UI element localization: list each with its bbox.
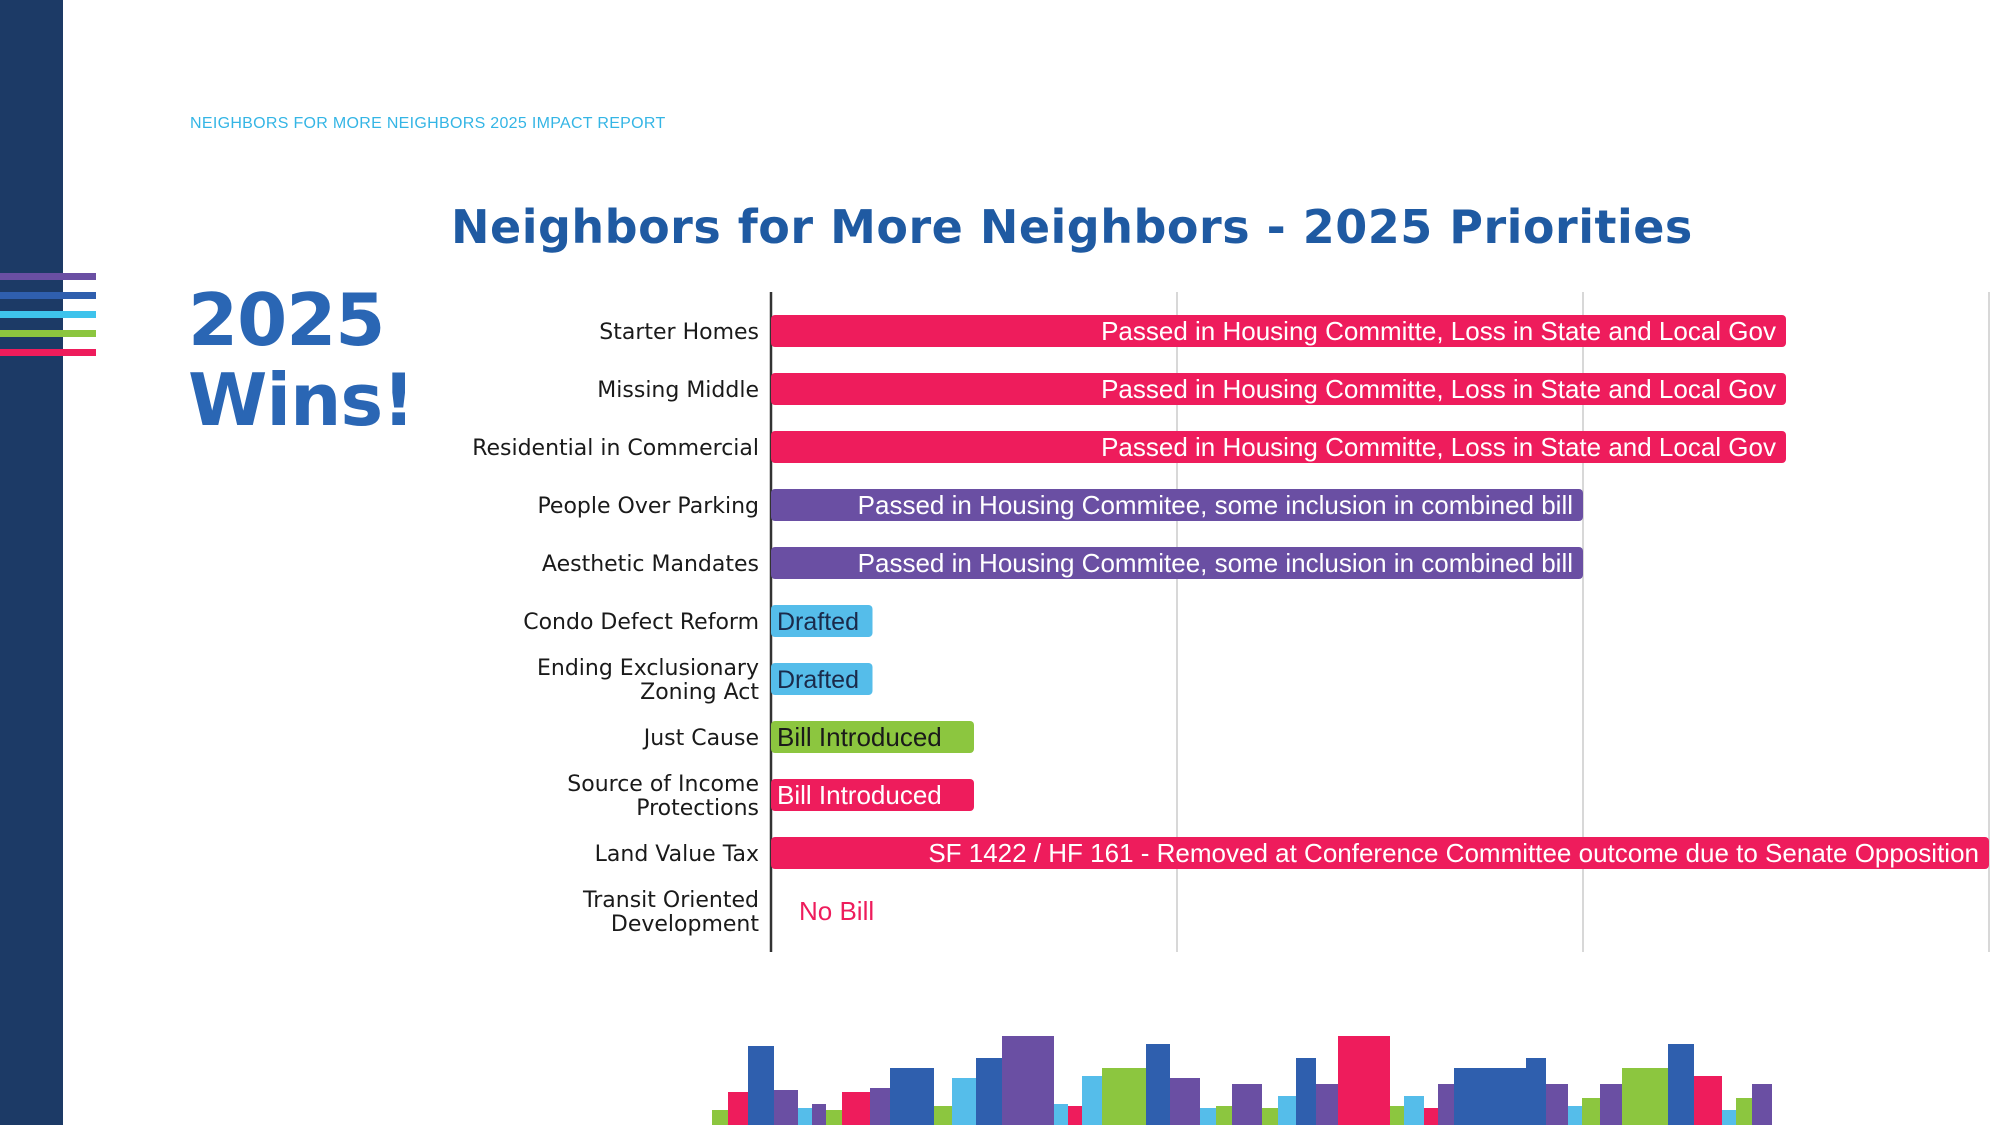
skyline-building: [934, 1106, 952, 1125]
skyline-building: [1722, 1110, 1736, 1125]
category-label: People Over Parking: [537, 494, 759, 519]
skyline-building: [1170, 1078, 1200, 1125]
skyline-building: [1068, 1106, 1082, 1125]
data-label: Passed in Housing Commitee, some inclusi…: [858, 490, 1573, 520]
skyline-building: [812, 1104, 826, 1125]
data-label: SF 1422 / HF 161 - Removed at Conference…: [928, 838, 1979, 868]
data-label: Drafted: [777, 666, 859, 694]
skyline-building: [1582, 1098, 1600, 1125]
headline-year: 2025: [188, 278, 385, 362]
category-label: Aesthetic Mandates: [542, 552, 759, 577]
bar: [771, 663, 873, 695]
skyline-building: [1622, 1068, 1668, 1125]
data-label: Passed in Housing Commitee, some inclusi…: [858, 548, 1573, 578]
bar: [771, 837, 1989, 869]
category-label: Just Cause: [642, 726, 759, 751]
skyline-building: [976, 1058, 1002, 1125]
skyline-building: [712, 1110, 728, 1125]
bar: [771, 373, 1786, 405]
bar: [771, 605, 873, 637]
data-label: Drafted: [777, 608, 859, 636]
skyline-building: [1296, 1058, 1316, 1125]
skyline-building: [1216, 1106, 1232, 1125]
skyline-building: [1736, 1098, 1752, 1125]
data-label: Bill Introduced: [777, 722, 942, 752]
category-label: Source of Income Protections: [567, 772, 759, 821]
data-label: Passed in Housing Committe, Loss in Stat…: [1101, 432, 1776, 462]
report-header: NEIGHBORS FOR MORE NEIGHBORS 2025 IMPACT…: [190, 115, 666, 132]
decorative-stripe: [0, 349, 96, 356]
data-label: No Bill: [799, 896, 874, 926]
skyline-building: [1082, 1076, 1102, 1125]
priorities-chart: Starter Homes Passed in Housing Committe,…: [472, 292, 1990, 952]
skyline-building: [1338, 1036, 1390, 1125]
bar: [771, 489, 1583, 521]
skyline-building: [1568, 1106, 1582, 1125]
skyline-building: [1438, 1084, 1454, 1125]
skyline-building: [1390, 1106, 1404, 1125]
category-label: Ending Exclusionary Zoning Act: [537, 656, 759, 705]
category-label: Missing Middle: [597, 378, 759, 403]
skyline-building: [1454, 1068, 1526, 1125]
skyline-building: [890, 1068, 934, 1125]
data-label: Passed in Housing Committe, Loss in Stat…: [1101, 316, 1776, 346]
decorative-stripe: [0, 273, 96, 280]
skyline-building: [1600, 1084, 1622, 1125]
skyline-building: [1232, 1084, 1262, 1125]
decorative-stripe: [0, 330, 96, 337]
skyline-building: [1404, 1096, 1424, 1125]
decorative-stripe: [0, 292, 96, 299]
skyline-building: [1546, 1084, 1568, 1125]
skyline-building: [1278, 1096, 1296, 1125]
sidebar-band: [0, 0, 63, 1125]
skyline-building: [1002, 1036, 1054, 1125]
bar: [771, 431, 1786, 463]
data-label: Passed in Housing Committe, Loss in Stat…: [1101, 374, 1776, 404]
skyline-building: [728, 1092, 748, 1125]
skyline-building: [1316, 1084, 1338, 1125]
decorative-stripe: [0, 311, 96, 318]
skyline-building: [798, 1108, 812, 1125]
bar: [771, 779, 974, 811]
skyline-building: [1102, 1068, 1146, 1125]
headline-wins: Wins!: [188, 358, 415, 442]
skyline-building: [1262, 1108, 1278, 1125]
skyline-building: [1146, 1044, 1170, 1125]
category-label: Land Value Tax: [595, 842, 759, 867]
skyline-building: [1752, 1084, 1772, 1125]
skyline-building: [1424, 1108, 1438, 1125]
skyline-building: [774, 1090, 798, 1125]
skyline-building: [1200, 1108, 1216, 1125]
skyline-building: [826, 1110, 842, 1125]
skyline-building: [842, 1092, 870, 1125]
data-label: Bill Introduced: [777, 780, 942, 810]
skyline-building: [1694, 1076, 1722, 1125]
skyline-building: [1668, 1044, 1694, 1125]
skyline-building: [1526, 1058, 1546, 1125]
bar: [771, 721, 974, 753]
city-skyline-graphic: [712, 1036, 1772, 1125]
category-label: Residential in Commercial: [472, 436, 759, 461]
bar: [771, 315, 1786, 347]
skyline-building: [1054, 1104, 1068, 1125]
category-label: Condo Defect Reform: [523, 610, 759, 635]
skyline-building: [870, 1088, 890, 1125]
skyline-building: [952, 1078, 976, 1125]
category-label: Starter Homes: [599, 320, 759, 345]
skyline-building: [748, 1046, 774, 1125]
chart-title: Neighbors for More Neighbors - 2025 Prio…: [451, 200, 1693, 254]
bar: [771, 547, 1583, 579]
category-label: Transit Oriented Development: [582, 888, 759, 937]
